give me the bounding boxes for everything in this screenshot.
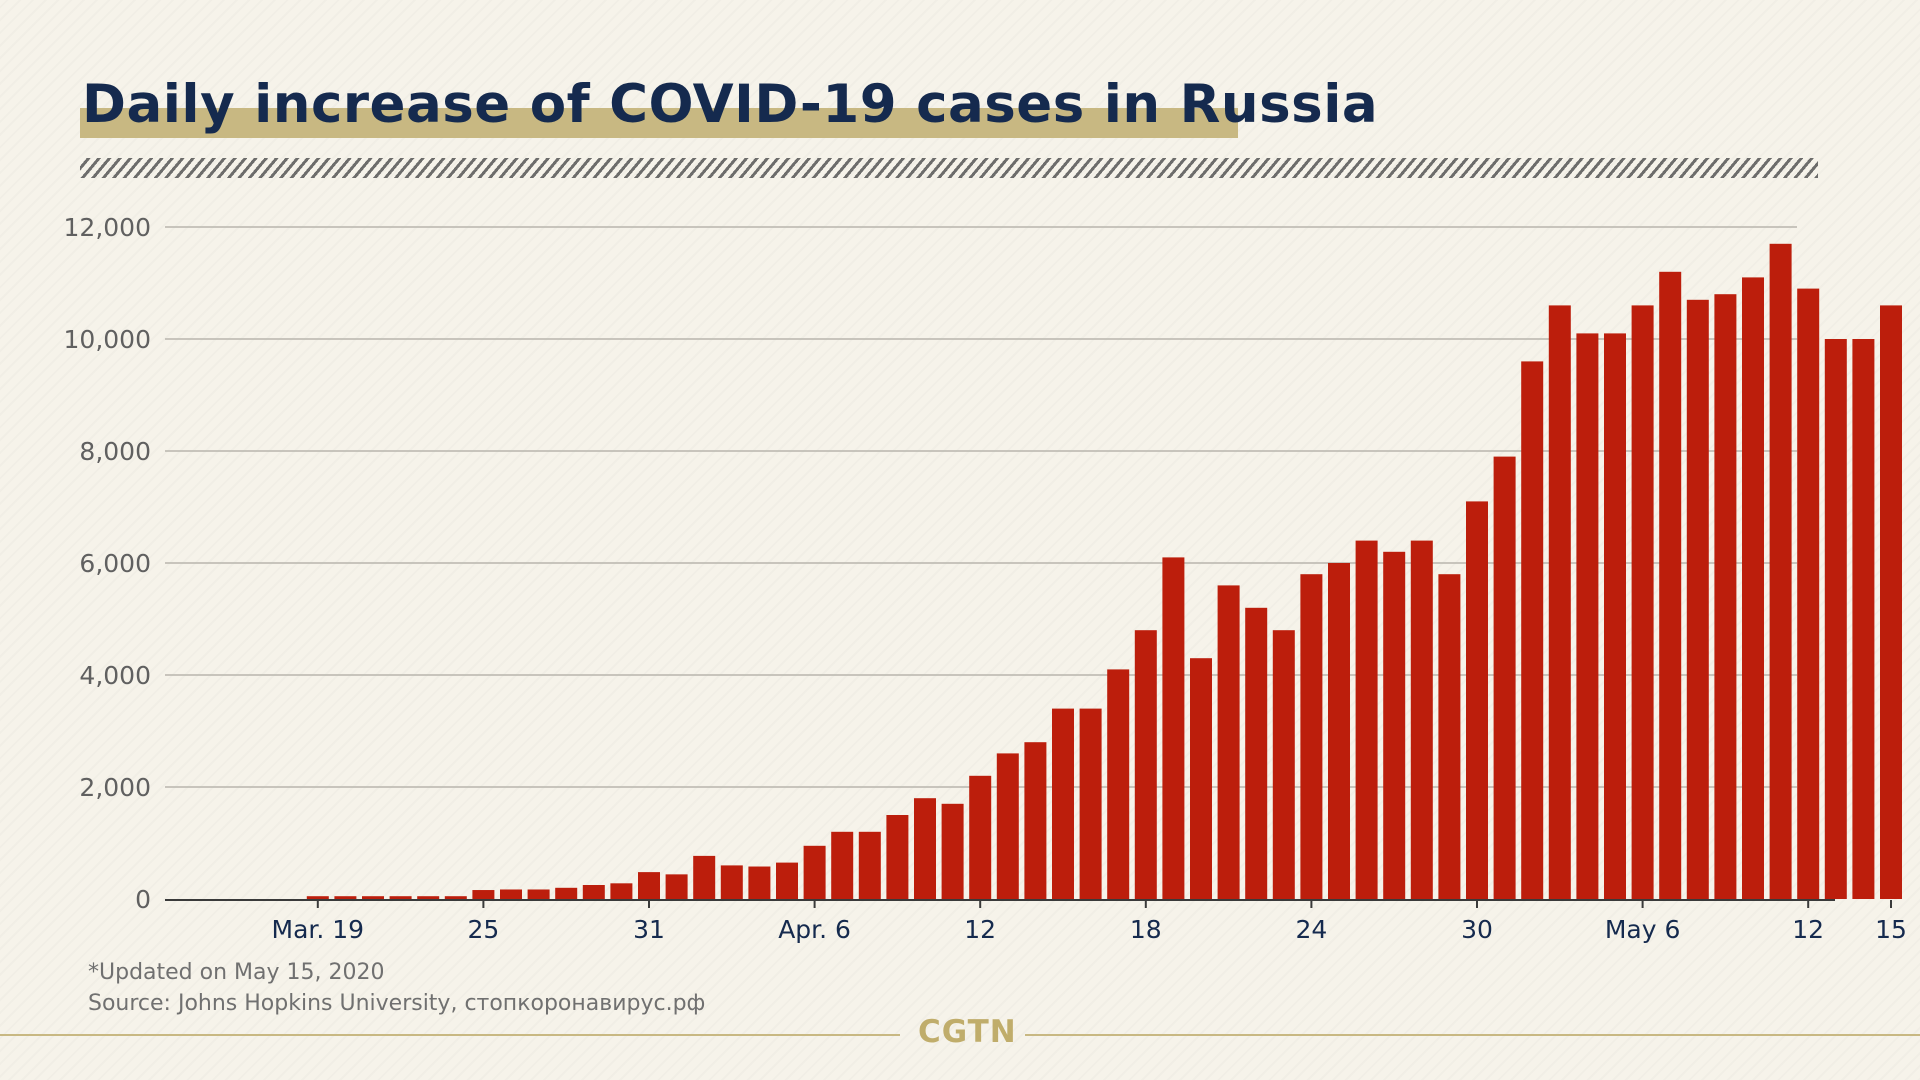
bar: Apr 11: 1700: [941, 803, 964, 899]
y-tick-label: 2,000: [79, 773, 151, 802]
footer-divider-right: [1025, 1034, 1920, 1036]
cgtn-logo: CGTN: [918, 1014, 1017, 1050]
bar: Apr 23: 4800: [1272, 630, 1295, 899]
bar: May 7: 11200: [1659, 271, 1682, 899]
bar: Apr 8: 1200: [858, 831, 881, 899]
bar: May 6: 10600: [1631, 305, 1654, 899]
bar: Apr 13: 2600: [996, 753, 1019, 899]
source-note: Source: Johns Hopkins University, стопко…: [88, 991, 706, 1016]
bar: Apr 26: 6400: [1355, 540, 1378, 899]
x-tick-label: Apr. 6: [778, 915, 851, 944]
x-tick-label: 12: [1792, 915, 1824, 944]
bar: Apr 28: 6400: [1410, 540, 1433, 899]
bar: Mar 23: 50: [417, 896, 440, 899]
y-tick-label: 0: [135, 885, 151, 914]
bar: Apr 20: 4300: [1190, 658, 1212, 899]
bar: May 4: 10100: [1576, 333, 1599, 899]
bar: May 14: 10000: [1852, 339, 1875, 899]
bar: Apr 14: 2800: [1024, 742, 1047, 899]
title-block: Daily increase of COVID-19 cases in Russ…: [80, 70, 1378, 140]
hatched-divider: [80, 158, 1818, 178]
x-tick-label: 31: [633, 915, 665, 944]
bar: Apr 3: 600: [720, 865, 743, 899]
bar: Apr 1: 440: [665, 874, 688, 899]
bar: Apr 4: 580: [748, 866, 771, 899]
bar: Apr 30: 7100: [1466, 501, 1488, 899]
bar: May 9: 10800: [1714, 294, 1737, 899]
y-tick-label: 8,000: [79, 437, 151, 466]
y-tick-label: 12,000: [64, 213, 151, 242]
bar: Apr 12: 2200: [969, 775, 992, 899]
y-tick-label: 10,000: [64, 325, 151, 354]
bar: Apr 5: 650: [776, 862, 798, 899]
bar: Mar 31: 480: [638, 872, 660, 899]
bar: Apr 22: 5200: [1245, 607, 1268, 899]
bar: May 5: 10100: [1604, 333, 1626, 899]
bar: May 15: 10600: [1880, 305, 1902, 899]
title-highlight-band: [80, 108, 1238, 138]
bar: Apr 18: 4800: [1134, 630, 1157, 899]
bar: Apr 27: 6200: [1383, 551, 1406, 899]
bar: May 2: 9600: [1521, 361, 1544, 899]
bar: Apr 17: 4100: [1107, 669, 1130, 899]
bar: Apr 16: 3400: [1079, 708, 1102, 899]
bar: Mar 30: 280: [610, 883, 633, 899]
bar: Apr 25: 6000: [1328, 563, 1350, 899]
bar: May 8: 10700: [1686, 299, 1709, 899]
bar: May 13: 10000: [1824, 339, 1847, 899]
bar: Mar 24: 50: [444, 896, 467, 899]
x-tick-label: Mar. 19: [272, 915, 365, 944]
bar: Mar 26: 170: [500, 889, 522, 899]
bar: Apr 7: 1200: [831, 831, 854, 899]
bar: Apr 29: 5800: [1438, 574, 1461, 899]
bar: Apr 15: 3400: [1052, 708, 1074, 899]
footer-divider-left: [0, 1034, 900, 1036]
bar: Mar 21: 50: [362, 896, 384, 899]
bar: Mar 20: 50: [334, 896, 357, 899]
x-tick-label: 15: [1875, 915, 1907, 944]
bar: Apr 2: 770: [693, 855, 716, 899]
page-title: Daily increase of COVID-19 cases in Russ…: [82, 74, 1379, 135]
bar: May 12: 10900: [1797, 288, 1820, 900]
bar: Apr 24: 5800: [1300, 574, 1323, 899]
x-tick-label: 25: [467, 915, 499, 944]
bar: May 1: 7900: [1493, 456, 1516, 899]
bar: Mar 27: 170: [527, 889, 550, 899]
bar: Apr 9: 1500: [886, 815, 909, 899]
bar: Apr 6: 950: [803, 845, 826, 899]
updated-note: *Updated on May 15, 2020: [88, 960, 385, 985]
bar: May 10: 11100: [1742, 277, 1764, 899]
x-tick-label: 30: [1461, 915, 1493, 944]
bar: Mar 28: 200: [555, 887, 578, 899]
y-tick-label: 4,000: [79, 661, 151, 690]
x-tick-label: 24: [1295, 915, 1327, 944]
bar: Mar 25: 160: [472, 890, 495, 899]
bar: May 11: 11700: [1769, 243, 1792, 900]
bar: May 3: 10600: [1548, 305, 1571, 899]
bar: Mar 19: 50: [306, 896, 329, 899]
bar: Mar 22: 50: [389, 896, 412, 899]
bar: Apr 10: 1800: [914, 798, 936, 899]
bar: Mar 29: 250: [582, 885, 605, 899]
x-tick-label: May 6: [1605, 915, 1681, 944]
x-tick-label: 12: [964, 915, 996, 944]
y-tick-label: 6,000: [79, 549, 151, 578]
bar: Apr 21: 5600: [1217, 585, 1240, 899]
x-tick-label: 18: [1130, 915, 1162, 944]
bar: Apr 19: 6100: [1162, 557, 1185, 899]
